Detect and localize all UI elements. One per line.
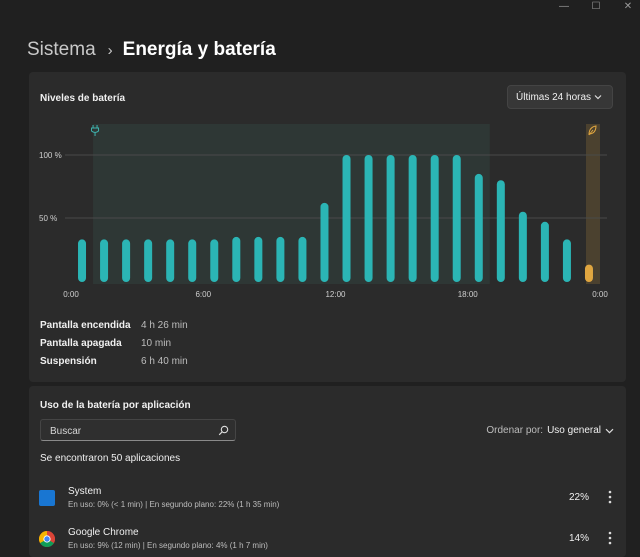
app-usage-percent: 22% [568,492,589,503]
battery-chart: 50 % 100 % 0:00 6:00 12:00 18:00 0:00 [39,124,608,299]
battery-level-bar [430,155,439,282]
plugged-in-band [93,124,490,284]
time-range-dropdown[interactable]: Últimas 24 horas [507,85,613,109]
apps-found-count: Se encontraron 50 aplicaciones [40,453,181,464]
more-options-icon[interactable] [604,529,616,547]
title-bar: — ☐ ✕ [0,0,640,16]
stat-label-sleep: Suspensión [40,356,97,367]
battery-level-bar [562,239,571,282]
maximize-button[interactable]: ☐ [591,1,601,12]
battery-level-bar [210,239,219,282]
stat-value-sleep: 6 h 40 min [141,356,188,367]
search-icon[interactable] [218,425,229,436]
battery-level-bar [474,173,483,282]
chevron-down-icon [605,428,614,434]
close-button[interactable]: ✕ [623,1,633,12]
app-row-chrome[interactable]: Google Chrome En uso: 9% (12 min) | En s… [29,521,626,555]
battery-level-bar [540,221,549,282]
battery-level-bar [100,239,109,282]
battery-level-bar [496,180,505,282]
battery-level-bar [584,264,593,282]
sort-dropdown[interactable]: Ordenar por: Uso general [486,425,614,436]
battery-level-bar [518,211,527,282]
app-name: System [68,486,102,497]
battery-level-bar [144,239,153,282]
battery-level-bar [78,239,87,282]
x-tick-label: 0:00 [592,290,608,299]
more-options-icon[interactable] [604,488,616,506]
time-range-value: Últimas 24 horas [516,92,592,103]
stat-value-screen-on: 4 h 26 min [141,320,188,331]
app-usage-detail: En uso: 0% (< 1 min) | En segundo plano:… [68,500,280,509]
app-name: Google Chrome [68,527,139,538]
breadcrumb-parent-link[interactable]: Sistema [27,39,96,60]
battery-level-bar [364,155,373,282]
battery-levels-card: 50 % 100 % 0:00 6:00 12:00 18:00 0:00 Niveles … [29,72,626,382]
y-tick-label: 100 % [39,151,62,160]
breadcrumb-separator-icon: › [107,41,113,59]
search-input[interactable] [48,423,212,439]
battery-level-bar [298,236,307,282]
y-tick-label: 50 % [39,214,57,223]
chevron-down-icon [594,95,602,100]
battery-saver-icon [588,125,597,136]
stat-label-screen-on: Pantalla encendida [40,320,131,331]
app-usage-detail: En uso: 9% (12 min) | En segundo plano: … [68,541,268,550]
usage-section-title: Uso de la batería por aplicación [40,400,191,411]
battery-level-bar [342,155,351,282]
minimize-button[interactable]: — [559,1,569,12]
battery-level-bar [386,155,395,282]
x-tick-label: 0:00 [63,290,79,299]
page-title: Energía y batería [122,39,276,60]
x-tick-label: 6:00 [195,290,211,299]
sort-label: Ordenar por: [486,425,544,436]
sort-value: Uso general [547,425,601,436]
x-tick-label: 12:00 [325,290,346,299]
battery-level-bar [232,236,241,282]
plug-icon [91,125,100,136]
battery-level-bar [122,239,131,282]
x-tick-label: 18:00 [458,290,479,299]
search-box[interactable] [40,419,236,441]
battery-saver-band [585,124,600,284]
stat-label-screen-off: Pantalla apagada [40,338,122,349]
chrome-icon [39,531,55,547]
battery-usage-card: Uso de la batería por aplicación Ordenar… [29,386,626,557]
system-icon [39,490,55,506]
battery-level-bar [320,202,329,282]
app-row-system[interactable]: System En uso: 0% (< 1 min) | En segundo… [29,480,626,514]
battery-level-bar [188,239,197,282]
stat-value-screen-off: 10 min [141,338,172,349]
app-usage-percent: 14% [568,533,589,544]
battery-level-bar [408,155,417,282]
battery-level-bar [254,236,263,282]
battery-chart-title: Niveles de batería [40,93,126,104]
battery-level-bar [166,239,175,282]
battery-level-bar [452,155,461,282]
battery-level-bar [276,236,285,282]
breadcrumb: Sistema › Energía y batería [27,36,276,64]
